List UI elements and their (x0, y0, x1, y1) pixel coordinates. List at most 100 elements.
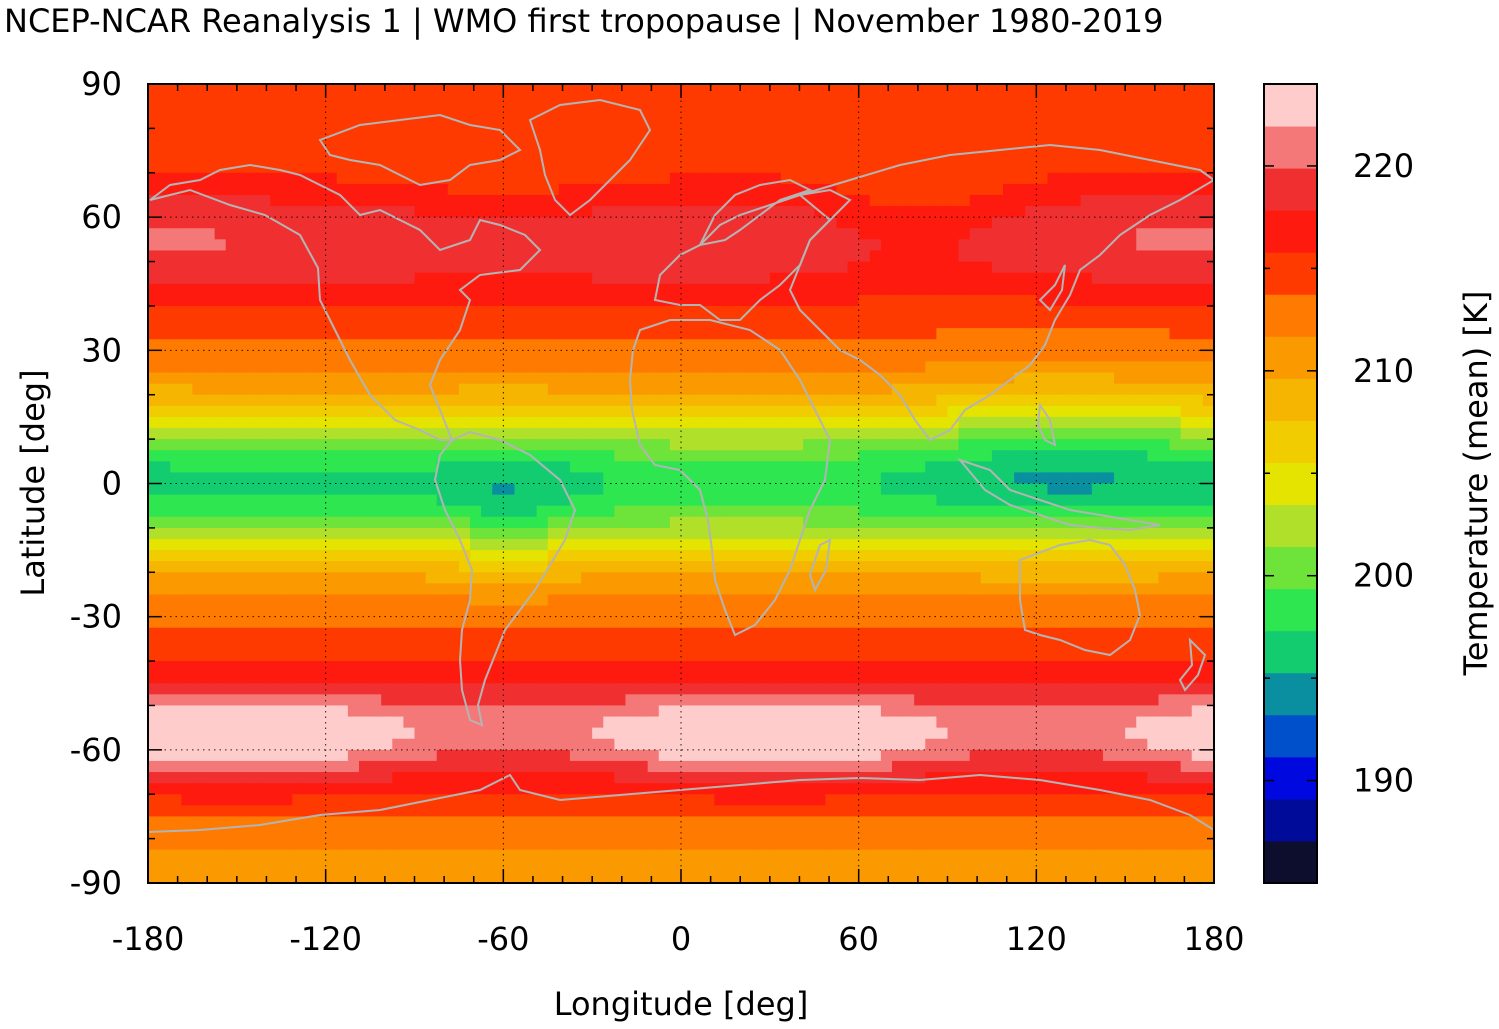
heat-cell (403, 228, 416, 240)
heat-cell (736, 416, 749, 429)
heat-cell (392, 128, 404, 141)
heat-cell (592, 350, 604, 363)
heat-cell (536, 317, 549, 329)
heat-cell (625, 283, 638, 296)
heat-cell (225, 117, 238, 129)
heat-cell (880, 672, 893, 684)
heat-cell (414, 816, 427, 829)
heat-cell (569, 716, 582, 729)
heat-cell (381, 527, 393, 540)
heat-cell (292, 106, 305, 118)
heat-cell (225, 106, 238, 118)
heat-cell (247, 516, 260, 529)
heat-cell (658, 383, 671, 396)
heat-cell (425, 128, 438, 141)
heat-cell (447, 672, 460, 684)
heat-cell (669, 716, 682, 729)
heat-cell (747, 727, 760, 740)
heat-cell (247, 683, 260, 695)
heat-cell (814, 283, 826, 296)
heat-cell (203, 772, 216, 784)
heat-cell (192, 816, 205, 829)
heat-cell (614, 128, 627, 141)
heat-cell (547, 705, 560, 718)
heat-cell (536, 783, 549, 795)
heat-cell (336, 494, 349, 507)
heat-cell (425, 827, 438, 840)
heat-cell (470, 738, 482, 751)
heat-cell (192, 139, 205, 152)
heat-cell (725, 594, 738, 607)
heat-cell (803, 106, 815, 118)
heat-cell (370, 217, 382, 229)
heat-cell (214, 816, 227, 829)
heat-cell (358, 816, 371, 829)
heat-cell (403, 871, 416, 883)
heat-cell (636, 328, 649, 340)
heat-cell (914, 305, 926, 318)
heat-cell (447, 217, 460, 229)
heat-cell (792, 738, 804, 751)
heat-cell (503, 871, 516, 883)
heat-cell (525, 772, 538, 784)
heat-cell (170, 516, 182, 529)
heat-cell (614, 405, 627, 418)
heat-cell (669, 871, 682, 883)
heat-cell (514, 561, 527, 573)
heat-cell (447, 738, 460, 751)
heat-cell (481, 394, 493, 407)
heat-cell (270, 439, 282, 451)
heat-cell (225, 272, 238, 285)
heat-cell (692, 261, 704, 274)
heat-cell (370, 583, 382, 596)
heat-cell (636, 405, 649, 418)
heat-cell (825, 583, 838, 596)
heat-cell (370, 328, 382, 340)
heat-cell (314, 183, 327, 196)
heat-cell (836, 538, 849, 551)
heat-cell (492, 772, 504, 784)
heat-cell (370, 84, 382, 96)
heat-cell (525, 516, 538, 529)
heat-cell (358, 339, 371, 351)
heat-cell (236, 217, 249, 229)
heat-cell (381, 783, 393, 795)
heat-cell (658, 683, 671, 695)
heat-cell (458, 405, 471, 418)
heat-cell (481, 605, 493, 618)
heat-cell (747, 172, 760, 185)
heat-cell (569, 860, 582, 873)
heat-cell (214, 228, 227, 240)
heat-cell (181, 239, 194, 252)
heat-cell (181, 416, 194, 429)
heat-cell (814, 106, 826, 118)
heat-cell (681, 516, 693, 529)
heat-cell (803, 239, 815, 252)
heat-cell (536, 283, 549, 296)
heat-cell (403, 450, 416, 462)
heat-cell (847, 516, 860, 529)
heat-cell (558, 405, 571, 418)
heat-cell (669, 416, 682, 429)
heat-cell (636, 217, 649, 229)
heat-cell (358, 461, 371, 474)
heat-cell (714, 206, 727, 218)
heat-cell (736, 483, 749, 496)
heat-cell (858, 383, 871, 396)
heat-cell (447, 261, 460, 274)
heat-cell (569, 738, 582, 751)
heat-cell (681, 283, 693, 296)
heat-cell (547, 350, 560, 363)
heat-cell (225, 494, 238, 507)
heat-cell (692, 139, 704, 152)
heat-cell (270, 328, 282, 340)
heat-cell (336, 383, 349, 396)
heat-cell (714, 616, 727, 629)
heat-cell (403, 538, 416, 551)
heat-cell (747, 383, 760, 396)
heat-cell (858, 272, 871, 285)
heat-cell (447, 783, 460, 795)
heat-cell (414, 783, 427, 795)
heat-cell (625, 128, 638, 141)
heat-cell (170, 250, 182, 263)
